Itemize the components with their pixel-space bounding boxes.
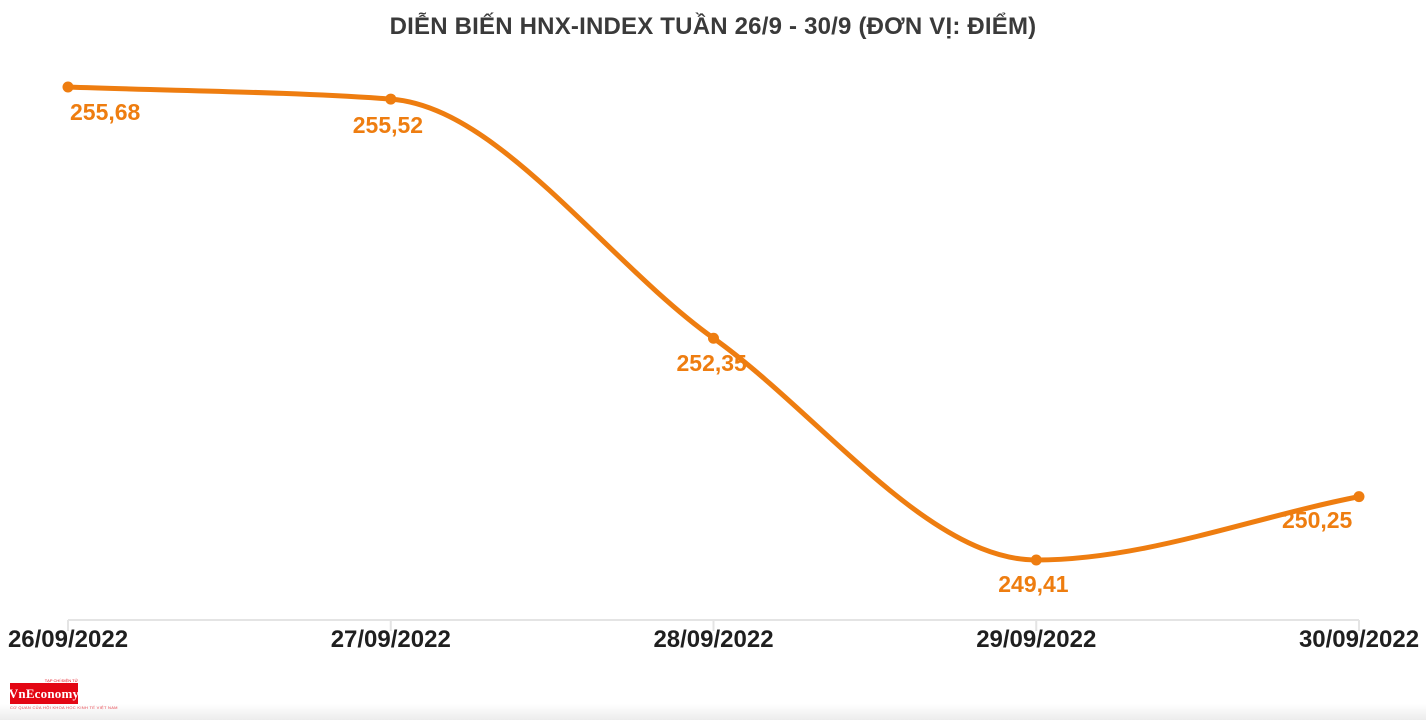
x-axis-label: 29/09/2022 [976, 626, 1097, 653]
data-point-marker [708, 332, 719, 344]
data-point-label: 255,68 [70, 99, 141, 125]
logo-text: VnEconomy [8, 685, 80, 701]
chart-title: DIỄN BIẾN HNX-INDEX TUẦN 26/9 - 30/9 (ĐƠ… [389, 13, 1037, 40]
data-point-marker [1030, 554, 1042, 566]
x-axis-label: 27/09/2022 [330, 626, 451, 653]
x-axis-line [67, 619, 1360, 631]
x-axis-label: 28/09/2022 [653, 626, 774, 653]
data-point-marker [385, 93, 397, 105]
data-point-markers [62, 81, 1365, 566]
data-point-label: 249,41 [998, 571, 1069, 597]
data-point-marker [1353, 491, 1365, 503]
bottom-gradient-bar [0, 704, 1426, 720]
x-axis-label: 26/09/2022 [7, 626, 129, 653]
logo-tagline-top: TẠP CHÍ ĐIỆN TỬ [44, 678, 78, 683]
x-axis-label: 30/09/2022 [1298, 626, 1420, 653]
data-point-marker [62, 81, 74, 93]
data-point-label: 250,25 [1282, 506, 1353, 533]
data-point-label: 255,52 [352, 112, 424, 139]
series-line [65, 84, 1362, 563]
logo-box: VnEconomy [8, 683, 80, 704]
data-point-label: 252,35 [676, 350, 747, 377]
